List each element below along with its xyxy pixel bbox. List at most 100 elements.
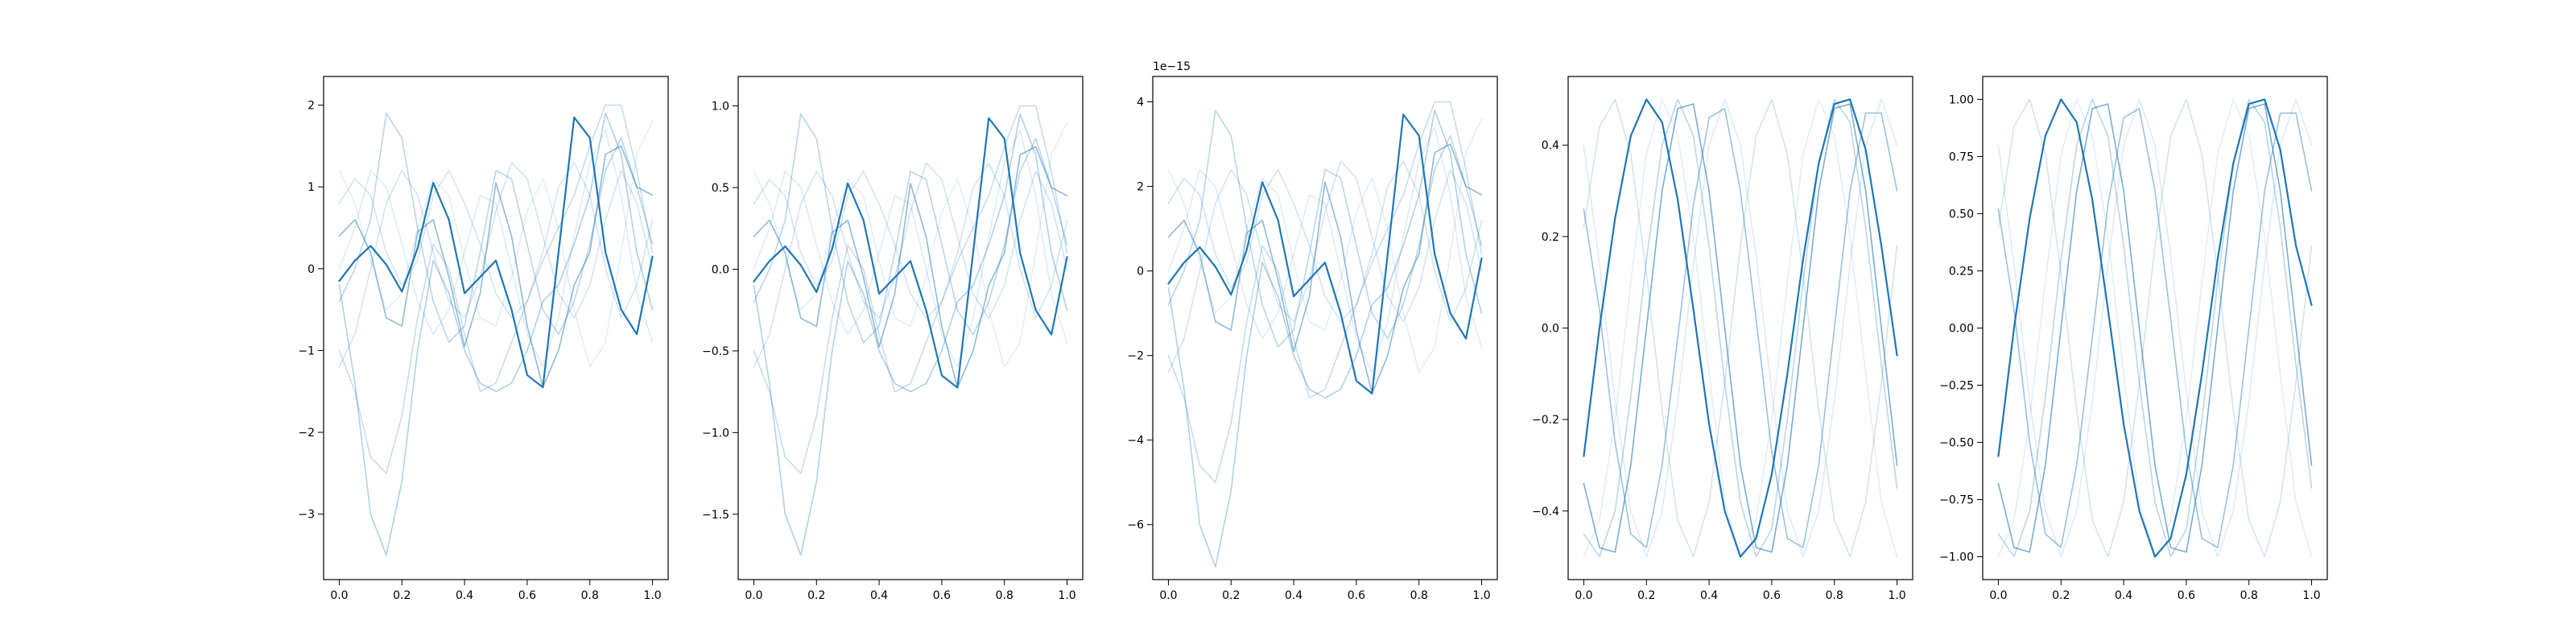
axes-frame bbox=[323, 76, 669, 580]
x-tick-label: 0.2 bbox=[1222, 589, 1240, 602]
y-tick-label: 2 bbox=[308, 100, 315, 113]
series-line-7 bbox=[1997, 98, 2313, 558]
subplot-3: 0.0 0.2 0.4 0.6 0.8 1.0 −6 −4 −2 0 2 4 1e−15 bbox=[1127, 60, 1498, 602]
y-offset-label: 1e−15 bbox=[1153, 60, 1191, 73]
x-tick-label: 0.6 bbox=[1348, 589, 1365, 602]
series-line-2 bbox=[1167, 143, 1483, 394]
y-tick-label: 0 bbox=[1137, 266, 1144, 279]
series-line-5 bbox=[1167, 101, 1483, 484]
x-tick-label: 0.4 bbox=[456, 589, 473, 602]
series-line-7 bbox=[1167, 160, 1483, 374]
x-tick-label: 1.0 bbox=[2302, 589, 2320, 602]
series-line-5 bbox=[1583, 98, 1898, 558]
y-tick-label: −1 bbox=[298, 345, 315, 357]
y-tick-label: 0.00 bbox=[1949, 323, 1974, 336]
subplot-2: 0.0 0.2 0.4 0.6 0.8 1.0 −1.5 −1.0 −0.5 0.0 0.5 1.0 bbox=[702, 76, 1084, 602]
series-line-6 bbox=[1583, 98, 1898, 558]
series-line-7 bbox=[753, 162, 1068, 369]
y-tick-label: −2 bbox=[1127, 350, 1144, 363]
y-tick-label: 4 bbox=[1137, 97, 1144, 109]
series-line-5 bbox=[338, 104, 654, 474]
y-tick-label: 0.4 bbox=[1542, 139, 1559, 152]
y-tick-label: 0.5 bbox=[712, 182, 729, 195]
x-tick-label: 0.0 bbox=[1989, 589, 2007, 602]
y-tick-label: −6 bbox=[1127, 519, 1144, 532]
series-line-1 bbox=[1997, 98, 2313, 558]
y-tick-label: −2 bbox=[298, 427, 315, 440]
subplot-4: 0.0 0.2 0.4 0.6 0.8 1.0 −0.4 −0.2 0.0 0.2 0.4 bbox=[1532, 76, 1913, 602]
series-line-5 bbox=[753, 105, 1068, 474]
x-tick-label: 0.0 bbox=[330, 589, 348, 602]
series-line-6 bbox=[753, 162, 1068, 320]
series-line-2 bbox=[1583, 103, 1898, 553]
series-line-4 bbox=[1167, 109, 1483, 348]
x-tick-label: 0.2 bbox=[807, 589, 825, 602]
x-tick-label: 0.0 bbox=[1575, 589, 1592, 602]
y-tick-label: 1 bbox=[308, 181, 315, 194]
series-line-6 bbox=[1997, 98, 2313, 558]
series-line-8 bbox=[338, 129, 654, 368]
y-tick-label: 1.0 bbox=[712, 101, 729, 114]
x-tick-label: 0.0 bbox=[1159, 589, 1177, 602]
x-tick-label: 1.0 bbox=[1472, 589, 1490, 602]
y-tick-label: 0.0 bbox=[712, 263, 729, 276]
y-tick-label: −1.5 bbox=[702, 509, 729, 522]
series-group bbox=[1997, 98, 2313, 558]
series-group bbox=[338, 104, 654, 556]
series-line-4 bbox=[1583, 98, 1898, 558]
axes-frame bbox=[737, 76, 1084, 580]
x-tick-label: 0.8 bbox=[581, 589, 599, 602]
x-tick-label: 0.6 bbox=[518, 589, 536, 602]
series-line-4 bbox=[753, 113, 1068, 344]
y-tick-label: −0.2 bbox=[1532, 414, 1559, 427]
y-tick-label: 0.50 bbox=[1949, 208, 1974, 221]
y-tick-label: −1.0 bbox=[702, 427, 729, 440]
series-line-1 bbox=[1167, 114, 1483, 395]
series-line-3 bbox=[753, 113, 1068, 556]
series-line-9 bbox=[338, 121, 654, 368]
series-line-4 bbox=[338, 112, 654, 344]
x-tick-label: 0.8 bbox=[1826, 589, 1843, 602]
series-line-3 bbox=[338, 112, 654, 556]
subplot-5: 0.0 0.2 0.4 0.6 0.8 1.0 −1.00 −0.75 −0.50 −0.25 0.… bbox=[1939, 76, 2328, 602]
series-group bbox=[753, 105, 1068, 556]
series-group bbox=[1167, 101, 1483, 568]
y-tick-label: 0.0 bbox=[1542, 323, 1559, 336]
series-line-7 bbox=[338, 161, 654, 368]
series-line-2 bbox=[338, 145, 654, 388]
series-line-6 bbox=[338, 161, 654, 319]
x-tick-label: 0.6 bbox=[933, 589, 951, 602]
x-tick-label: 0.8 bbox=[1410, 589, 1428, 602]
y-tick-label: 1.00 bbox=[1949, 93, 1974, 106]
x-tick-label: 0.0 bbox=[745, 589, 762, 602]
y-tick-label: 0 bbox=[308, 263, 315, 276]
y-tick-label: −0.4 bbox=[1532, 506, 1559, 518]
x-tick-label: 0.4 bbox=[1700, 589, 1718, 602]
series-line-8 bbox=[753, 130, 1068, 369]
x-tick-label: 0.4 bbox=[2115, 589, 2132, 602]
series-line-1 bbox=[1583, 98, 1898, 558]
series-line-4 bbox=[1997, 98, 2313, 558]
x-tick-label: 0.6 bbox=[2178, 589, 2195, 602]
y-tick-label: 0.2 bbox=[1542, 231, 1559, 244]
x-tick-label: 1.0 bbox=[1888, 589, 1905, 602]
x-tick-label: 0.2 bbox=[2052, 589, 2070, 602]
x-tick-label: 1.0 bbox=[643, 589, 661, 602]
x-tick-label: 0.8 bbox=[2240, 589, 2258, 602]
subplot-1: 0.0 0.2 0.4 0.6 0.8 1.0 −3 −2 −1 0 1 2 bbox=[298, 76, 669, 602]
series-group bbox=[1583, 98, 1898, 558]
y-tick-label: −4 bbox=[1127, 435, 1144, 448]
series-line-3 bbox=[1997, 107, 2313, 549]
y-tick-label: −0.25 bbox=[1939, 380, 1974, 393]
series-line-7 bbox=[1583, 98, 1898, 558]
x-tick-label: 1.0 bbox=[1058, 589, 1075, 602]
series-line-9 bbox=[1167, 118, 1483, 374]
series-line-2 bbox=[1997, 103, 2313, 553]
y-tick-label: −3 bbox=[298, 509, 315, 522]
axes-frame bbox=[1152, 76, 1498, 580]
y-tick-label: −1.00 bbox=[1939, 551, 1974, 564]
series-line-1 bbox=[338, 116, 654, 389]
series-line-9 bbox=[753, 122, 1068, 369]
series-line-3 bbox=[1583, 107, 1898, 549]
